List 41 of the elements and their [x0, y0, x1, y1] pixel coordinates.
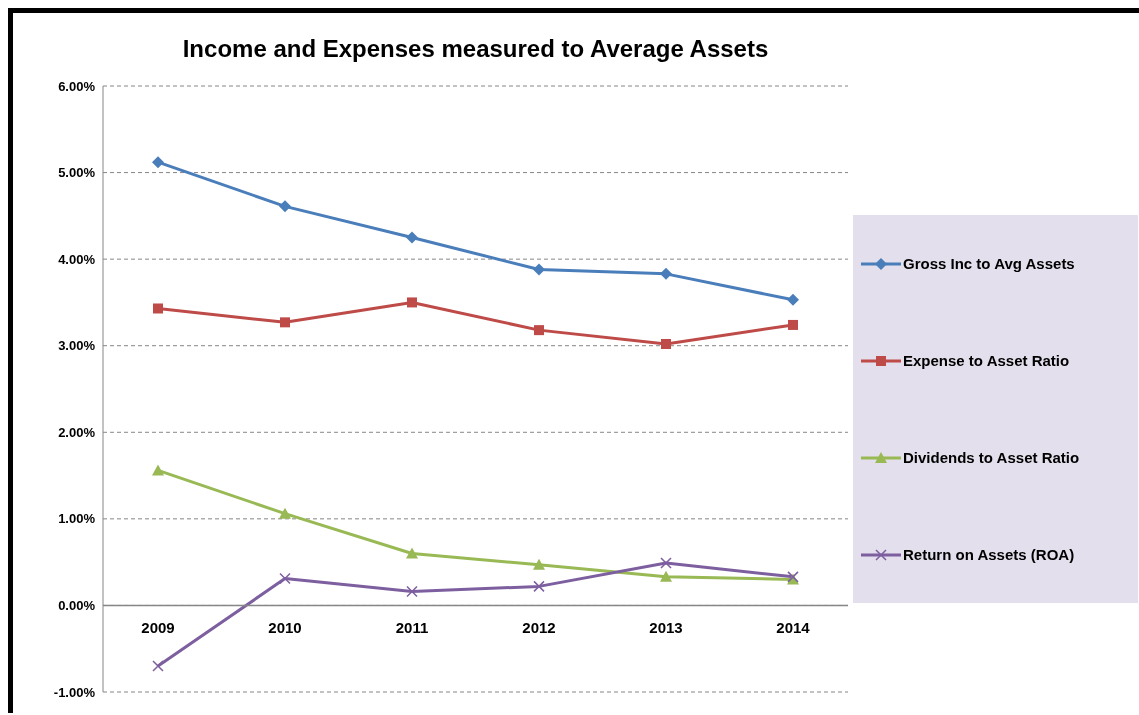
point [534, 325, 544, 336]
y-tick-label: 6.00% [58, 78, 96, 94]
point [660, 557, 672, 569]
point [406, 585, 418, 598]
x-tick-label: 2010 [268, 619, 302, 637]
point [406, 547, 418, 559]
point [407, 297, 417, 308]
x-tick-label: 2011 [395, 619, 429, 637]
y-tick-label: 5.00% [58, 165, 96, 181]
y-tick-label: 0.00% [58, 598, 96, 614]
x-tick-label: 2012 [522, 619, 556, 637]
y-tick-label: -1.00% [53, 684, 96, 700]
point [787, 293, 799, 306]
point [152, 156, 164, 169]
point [279, 200, 291, 213]
point [406, 231, 418, 244]
point [660, 570, 672, 582]
point [660, 267, 672, 280]
point [533, 580, 545, 593]
point [279, 507, 291, 519]
point [153, 303, 163, 314]
y-tick-label: 3.00% [58, 338, 96, 354]
x-tick-label: 2014 [776, 619, 811, 637]
y-tick-label: 2.00% [58, 424, 96, 440]
legend-label: Expense to Asset Ratio [903, 352, 1070, 369]
point [280, 317, 290, 328]
point [533, 263, 545, 276]
point [152, 464, 164, 476]
point [152, 660, 164, 672]
point [279, 572, 291, 585]
y-tick-label: 4.00% [58, 251, 96, 267]
y-tick-label: 1.00% [58, 511, 96, 527]
legend-label: Dividends to Asset Ratio [903, 449, 1080, 466]
point [788, 319, 798, 330]
point [661, 338, 671, 349]
x-tick-label: 2009 [141, 619, 175, 637]
legend-label: Gross Inc to Avg Assets [903, 255, 1075, 272]
point [533, 558, 545, 570]
legend-label: Return on Assets (ROA) [903, 546, 1075, 563]
x-tick-label: 2013 [649, 619, 683, 637]
chart-title: Income and Expenses measured to Average Assets [181, 35, 770, 63]
